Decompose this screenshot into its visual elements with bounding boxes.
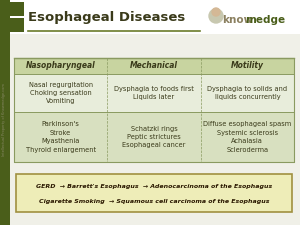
Text: Nasopharyngeal: Nasopharyngeal — [26, 61, 95, 70]
Bar — [14, 58, 294, 162]
Bar — [10, 18, 24, 32]
Text: Diffuse esophageal spasm
Systemic sclerosis
Achalasia
Scleroderma: Diffuse esophageal spasm Systemic sclero… — [203, 121, 292, 153]
Text: Esophageal Diseases: Esophageal Diseases — [28, 11, 185, 23]
Text: Dysphagia to solids and
liquids concurrently: Dysphagia to solids and liquids concurre… — [207, 86, 287, 100]
Text: Dysphagia to foods first
Liquids later: Dysphagia to foods first Liquids later — [114, 86, 194, 100]
Circle shape — [212, 8, 220, 16]
Text: medge: medge — [245, 15, 285, 25]
Text: know: know — [222, 15, 253, 25]
Text: Intellectual Property of Knowmedge.com: Intellectual Property of Knowmedge.com — [2, 83, 6, 156]
FancyBboxPatch shape — [16, 174, 292, 212]
Circle shape — [209, 9, 223, 23]
Text: GERD  → Barrett's Esophagus  → Adenocarcinoma of the Esophagus: GERD → Barrett's Esophagus → Adenocarcin… — [36, 184, 272, 189]
Text: Nasal regurgitation
Choking sensation
Vomiting: Nasal regurgitation Choking sensation Vo… — [28, 81, 93, 104]
Bar — [0, 0, 10, 225]
Text: Motility: Motility — [231, 61, 264, 70]
Text: Mechanical: Mechanical — [130, 61, 178, 70]
Bar — [10, 2, 24, 16]
Bar — [14, 58, 294, 162]
Text: Cigarette Smoking  → Squamous cell carcinoma of the Esophagus: Cigarette Smoking → Squamous cell carcin… — [39, 199, 269, 204]
Bar — [14, 58, 294, 74]
Bar — [14, 112, 294, 162]
Text: Schatzki rings
Peptic strictures
Esophageal cancer: Schatzki rings Peptic strictures Esophag… — [122, 126, 186, 148]
Bar — [14, 74, 294, 112]
Text: Parkinson's
Stroke
Myasthenia
Thyroid enlargement: Parkinson's Stroke Myasthenia Thyroid en… — [26, 121, 96, 153]
Bar — [10, 0, 300, 34]
